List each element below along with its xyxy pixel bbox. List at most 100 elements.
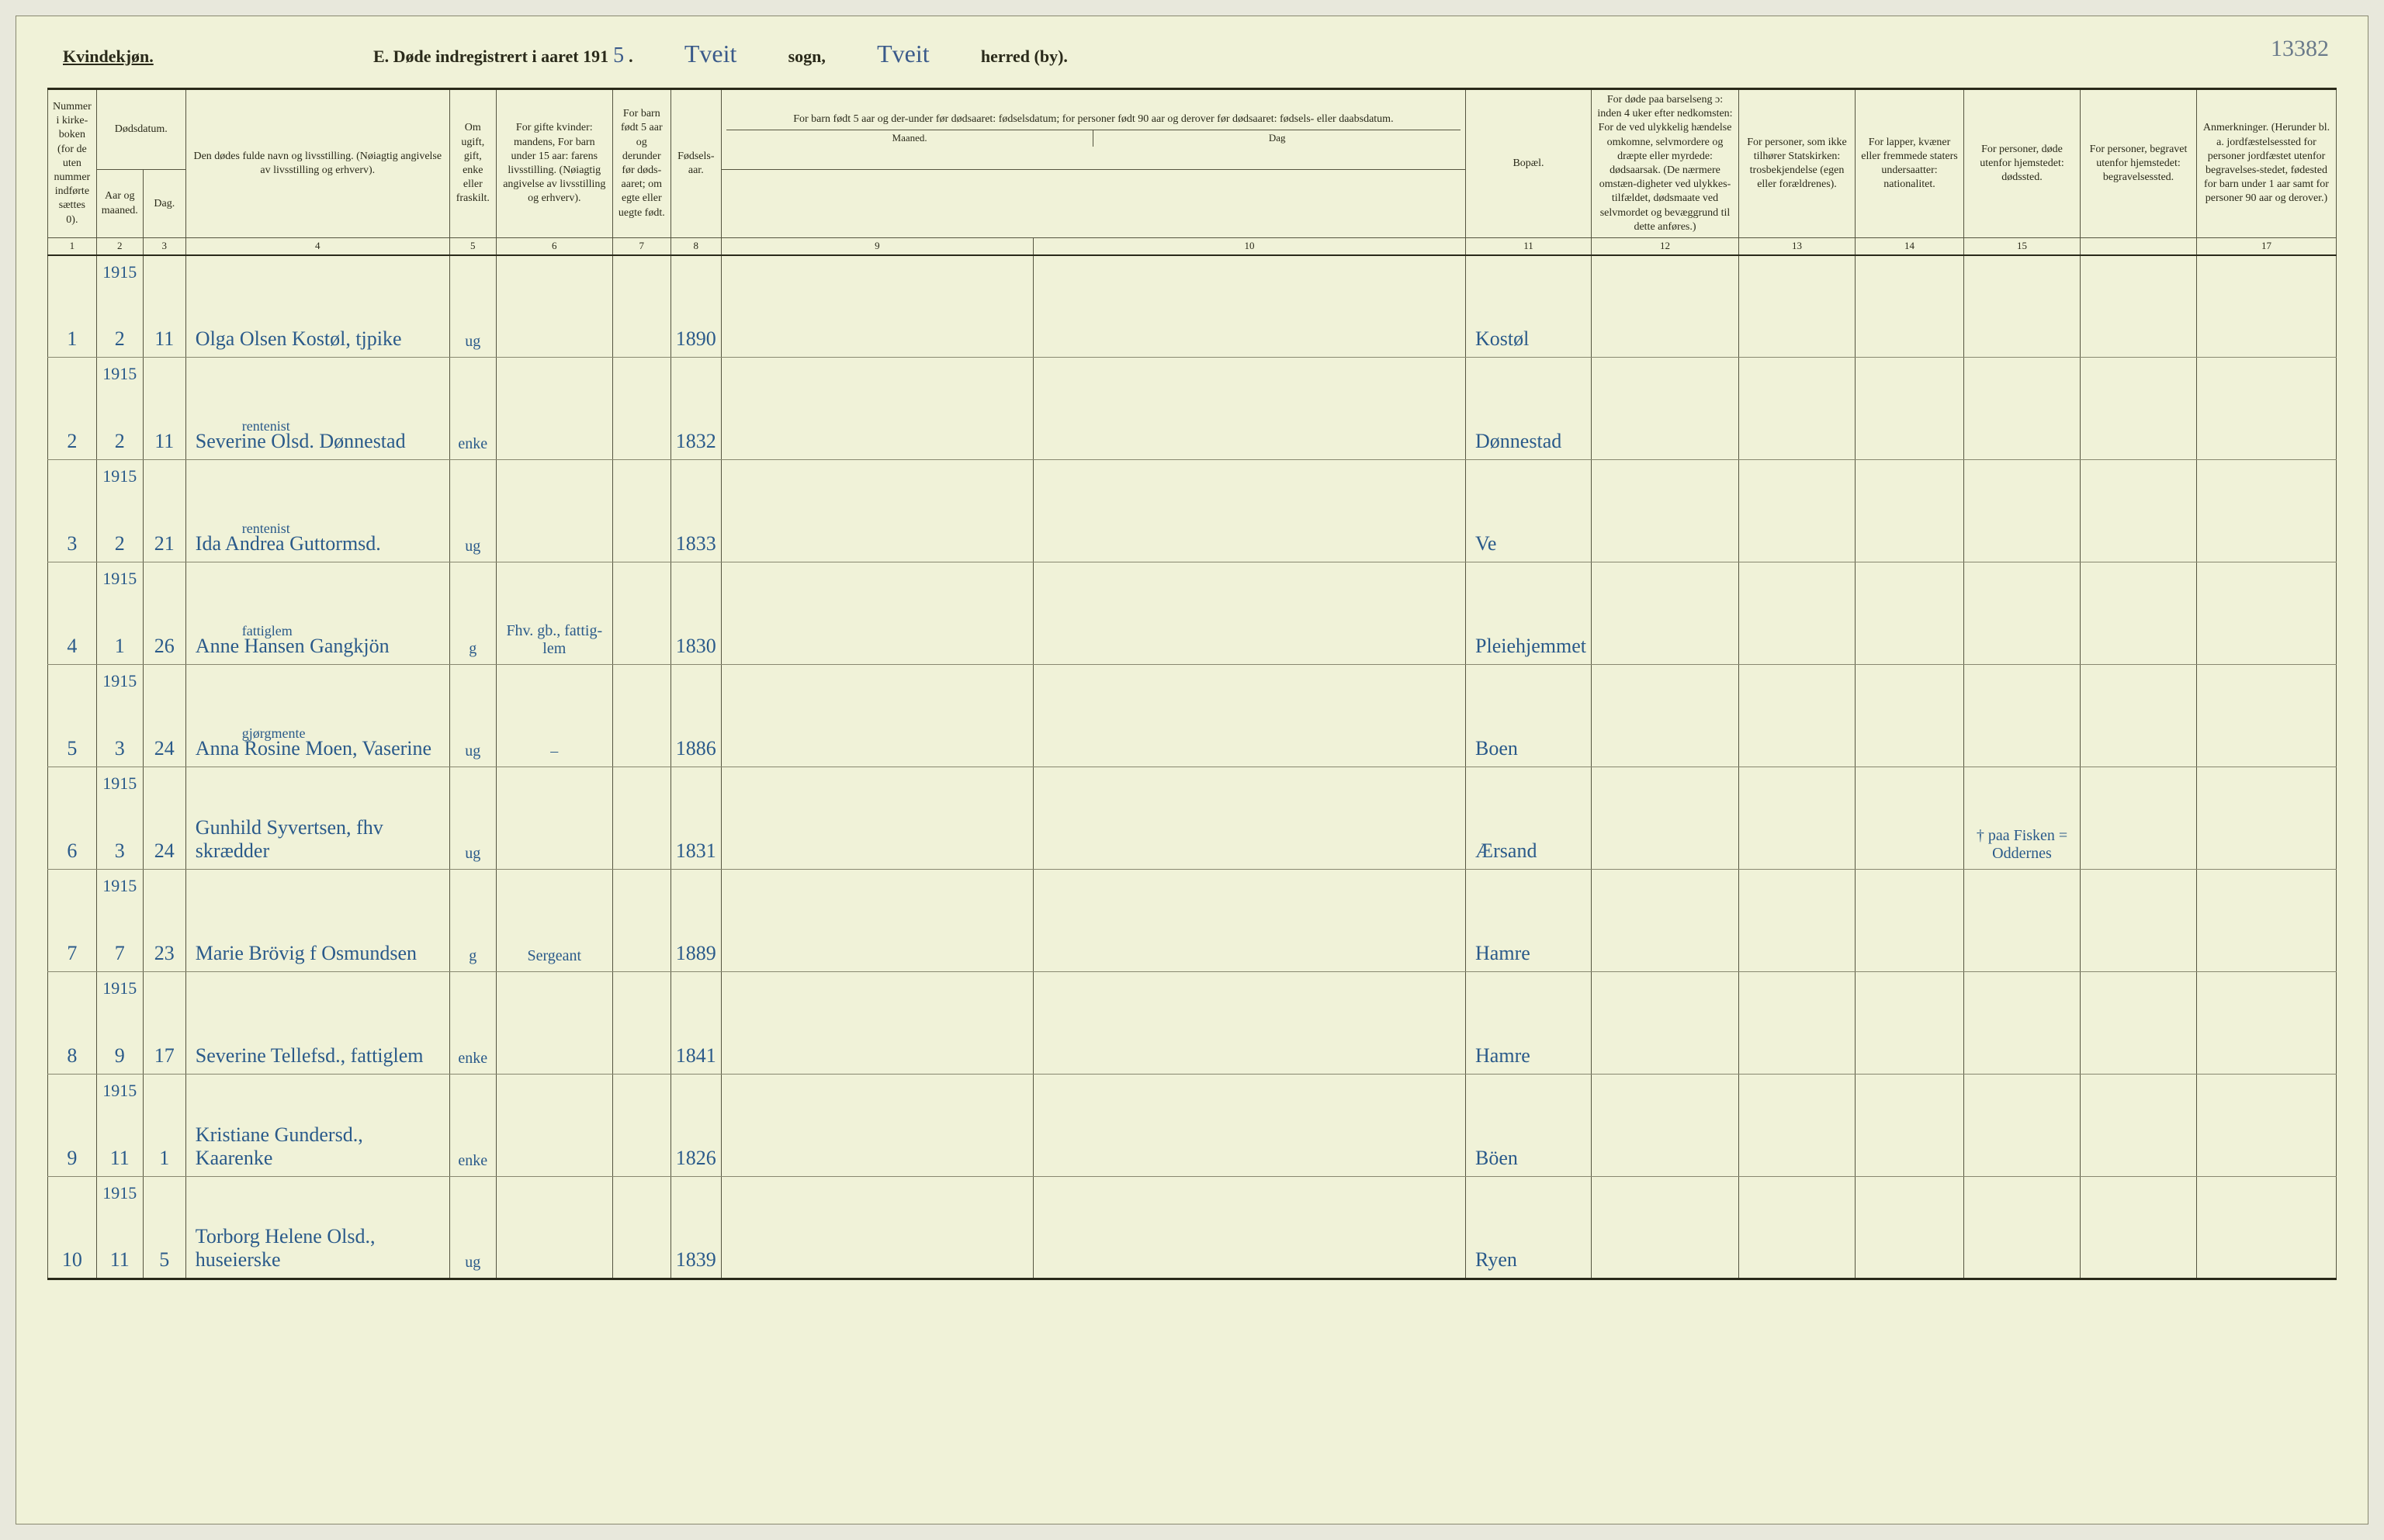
colnum: 9 [721, 237, 1033, 254]
colnum: 7 [612, 237, 670, 254]
cell-c15 [1964, 460, 2081, 562]
cell-c12 [1592, 1075, 1739, 1177]
cell-birth-year: 1831 [670, 767, 721, 870]
cell-status: ug [449, 767, 496, 870]
cell-status: g [449, 870, 496, 972]
document-header: Kvindekjøn. E. Døde indregistrert i aare… [47, 40, 2337, 68]
cell-c17 [2197, 460, 2337, 562]
colnum: 3 [143, 237, 185, 254]
cell-c10 [1034, 358, 1466, 460]
cell-name: Marie Brövig f Osmundsen [185, 870, 449, 972]
cell-c9 [721, 665, 1033, 767]
cell-c13 [1739, 358, 1856, 460]
cell-year-month: 191511 [96, 1177, 143, 1279]
cell-year-month: 191511 [96, 1075, 143, 1177]
colnum: 8 [670, 237, 721, 254]
cell-c13 [1739, 972, 1856, 1075]
cell-c17 [2197, 562, 2337, 665]
col-header-6: For gifte kvinder: mandens, For barn und… [496, 89, 612, 238]
cell-c6: Sergeant [496, 870, 612, 972]
cell-c13 [1739, 255, 1856, 358]
col-header-3: Dag. [143, 170, 185, 238]
col-header-1: Nummer i kirke-boken (for de uten nummer… [48, 89, 97, 238]
col-header-9: Maaned. [726, 130, 1093, 147]
cell-c17 [2197, 767, 2337, 870]
cell-birth-year: 1839 [670, 1177, 721, 1279]
herred-label: herred (by). [981, 47, 1068, 67]
cell-c15 [1964, 358, 2081, 460]
table-row: 51915324gjørgmenteAnna Rosine Moen, Vase… [48, 665, 2337, 767]
cell-name: fattiglemAnne Hansen Gangkjön [185, 562, 449, 665]
cell-day: 11 [143, 255, 185, 358]
cell-bopel: Kostøl [1466, 255, 1592, 358]
col-header-10: Dag [1093, 130, 1461, 147]
cell-c15 [1964, 1075, 2081, 1177]
table-row: 31915221rentenistIda Andrea Guttormsd.ug… [48, 460, 2337, 562]
cell-c13 [1739, 1177, 1856, 1279]
cell-c14 [1856, 255, 1964, 358]
cell-c10 [1034, 767, 1466, 870]
cell-c16 [2081, 562, 2197, 665]
cell-year-month: 19152 [96, 358, 143, 460]
cell-c15 [1964, 870, 2081, 972]
cell-status: g [449, 562, 496, 665]
table-body: 11915211Olga Olsen Kostøl, tjpikeug1890K… [48, 255, 2337, 1279]
cell-year-month: 19152 [96, 255, 143, 358]
col-header-8: Fødsels-aar. [670, 89, 721, 238]
cell-number: 4 [48, 562, 97, 665]
cell-c15: † paa Fisken = Oddernes [1964, 767, 2081, 870]
cell-day: 1 [143, 1075, 185, 1177]
cell-number: 2 [48, 358, 97, 460]
cell-day: 17 [143, 972, 185, 1075]
herred-value: Tveit [826, 40, 981, 68]
cell-name: Severine Tellefsd., fattiglem [185, 972, 449, 1075]
col-header-5: Om ugift, gift, enke eller fraskilt. [449, 89, 496, 238]
cell-c15 [1964, 972, 2081, 1075]
cell-birth-year: 1830 [670, 562, 721, 665]
cell-c9 [721, 562, 1033, 665]
cell-c9 [721, 1075, 1033, 1177]
cell-bopel: Hamre [1466, 972, 1592, 1075]
cell-c6 [496, 972, 612, 1075]
col-header-14: For lapper, kvæner eller fremmede stater… [1856, 89, 1964, 238]
cell-status: enke [449, 358, 496, 460]
colnum: 17 [2197, 237, 2337, 254]
cell-c9 [721, 1177, 1033, 1279]
cell-bopel: Dønnestad [1466, 358, 1592, 460]
table-row: 71915723Marie Brövig f OsmundsengSergean… [48, 870, 2337, 972]
col-header-910-text: For barn født 5 aar og der-under før død… [726, 112, 1461, 126]
col-header-16: For personer, begravet utenfor hjemstede… [2081, 89, 2197, 238]
cell-name: gjørgmenteAnna Rosine Moen, Vaserine [185, 665, 449, 767]
cell-c17 [2197, 1075, 2337, 1177]
cell-birth-year: 1889 [670, 870, 721, 972]
cell-birth-year: 1826 [670, 1075, 721, 1177]
cell-status: ug [449, 255, 496, 358]
cell-c12 [1592, 1177, 1739, 1279]
cell-c13 [1739, 1075, 1856, 1177]
cell-c16 [2081, 460, 2197, 562]
cell-year-month: 19157 [96, 870, 143, 972]
cell-number: 5 [48, 665, 97, 767]
cell-c13 [1739, 460, 1856, 562]
colnum: 10 [1034, 237, 1466, 254]
cell-c14 [1856, 767, 1964, 870]
cell-c13 [1739, 870, 1856, 972]
cell-bopel: Boen [1466, 665, 1592, 767]
cell-name: Kristiane Gundersd., Kaarenke [185, 1075, 449, 1177]
cell-c9 [721, 767, 1033, 870]
cell-c17 [2197, 870, 2337, 972]
cell-c16 [2081, 1075, 2197, 1177]
col-header-15: For personer, døde utenfor hjemstedet: d… [1964, 89, 2081, 238]
cell-c13 [1739, 665, 1856, 767]
cell-c16 [2081, 255, 2197, 358]
cell-c14 [1856, 665, 1964, 767]
cell-status: ug [449, 665, 496, 767]
cell-c15 [1964, 255, 2081, 358]
cell-status: enke [449, 972, 496, 1075]
cell-c13 [1739, 562, 1856, 665]
cell-c15 [1964, 562, 2081, 665]
register-table: Nummer i kirke-boken (for de uten nummer… [47, 88, 2337, 1280]
cell-c16 [2081, 972, 2197, 1075]
cell-c14 [1856, 358, 1964, 460]
cell-c14 [1856, 1075, 1964, 1177]
